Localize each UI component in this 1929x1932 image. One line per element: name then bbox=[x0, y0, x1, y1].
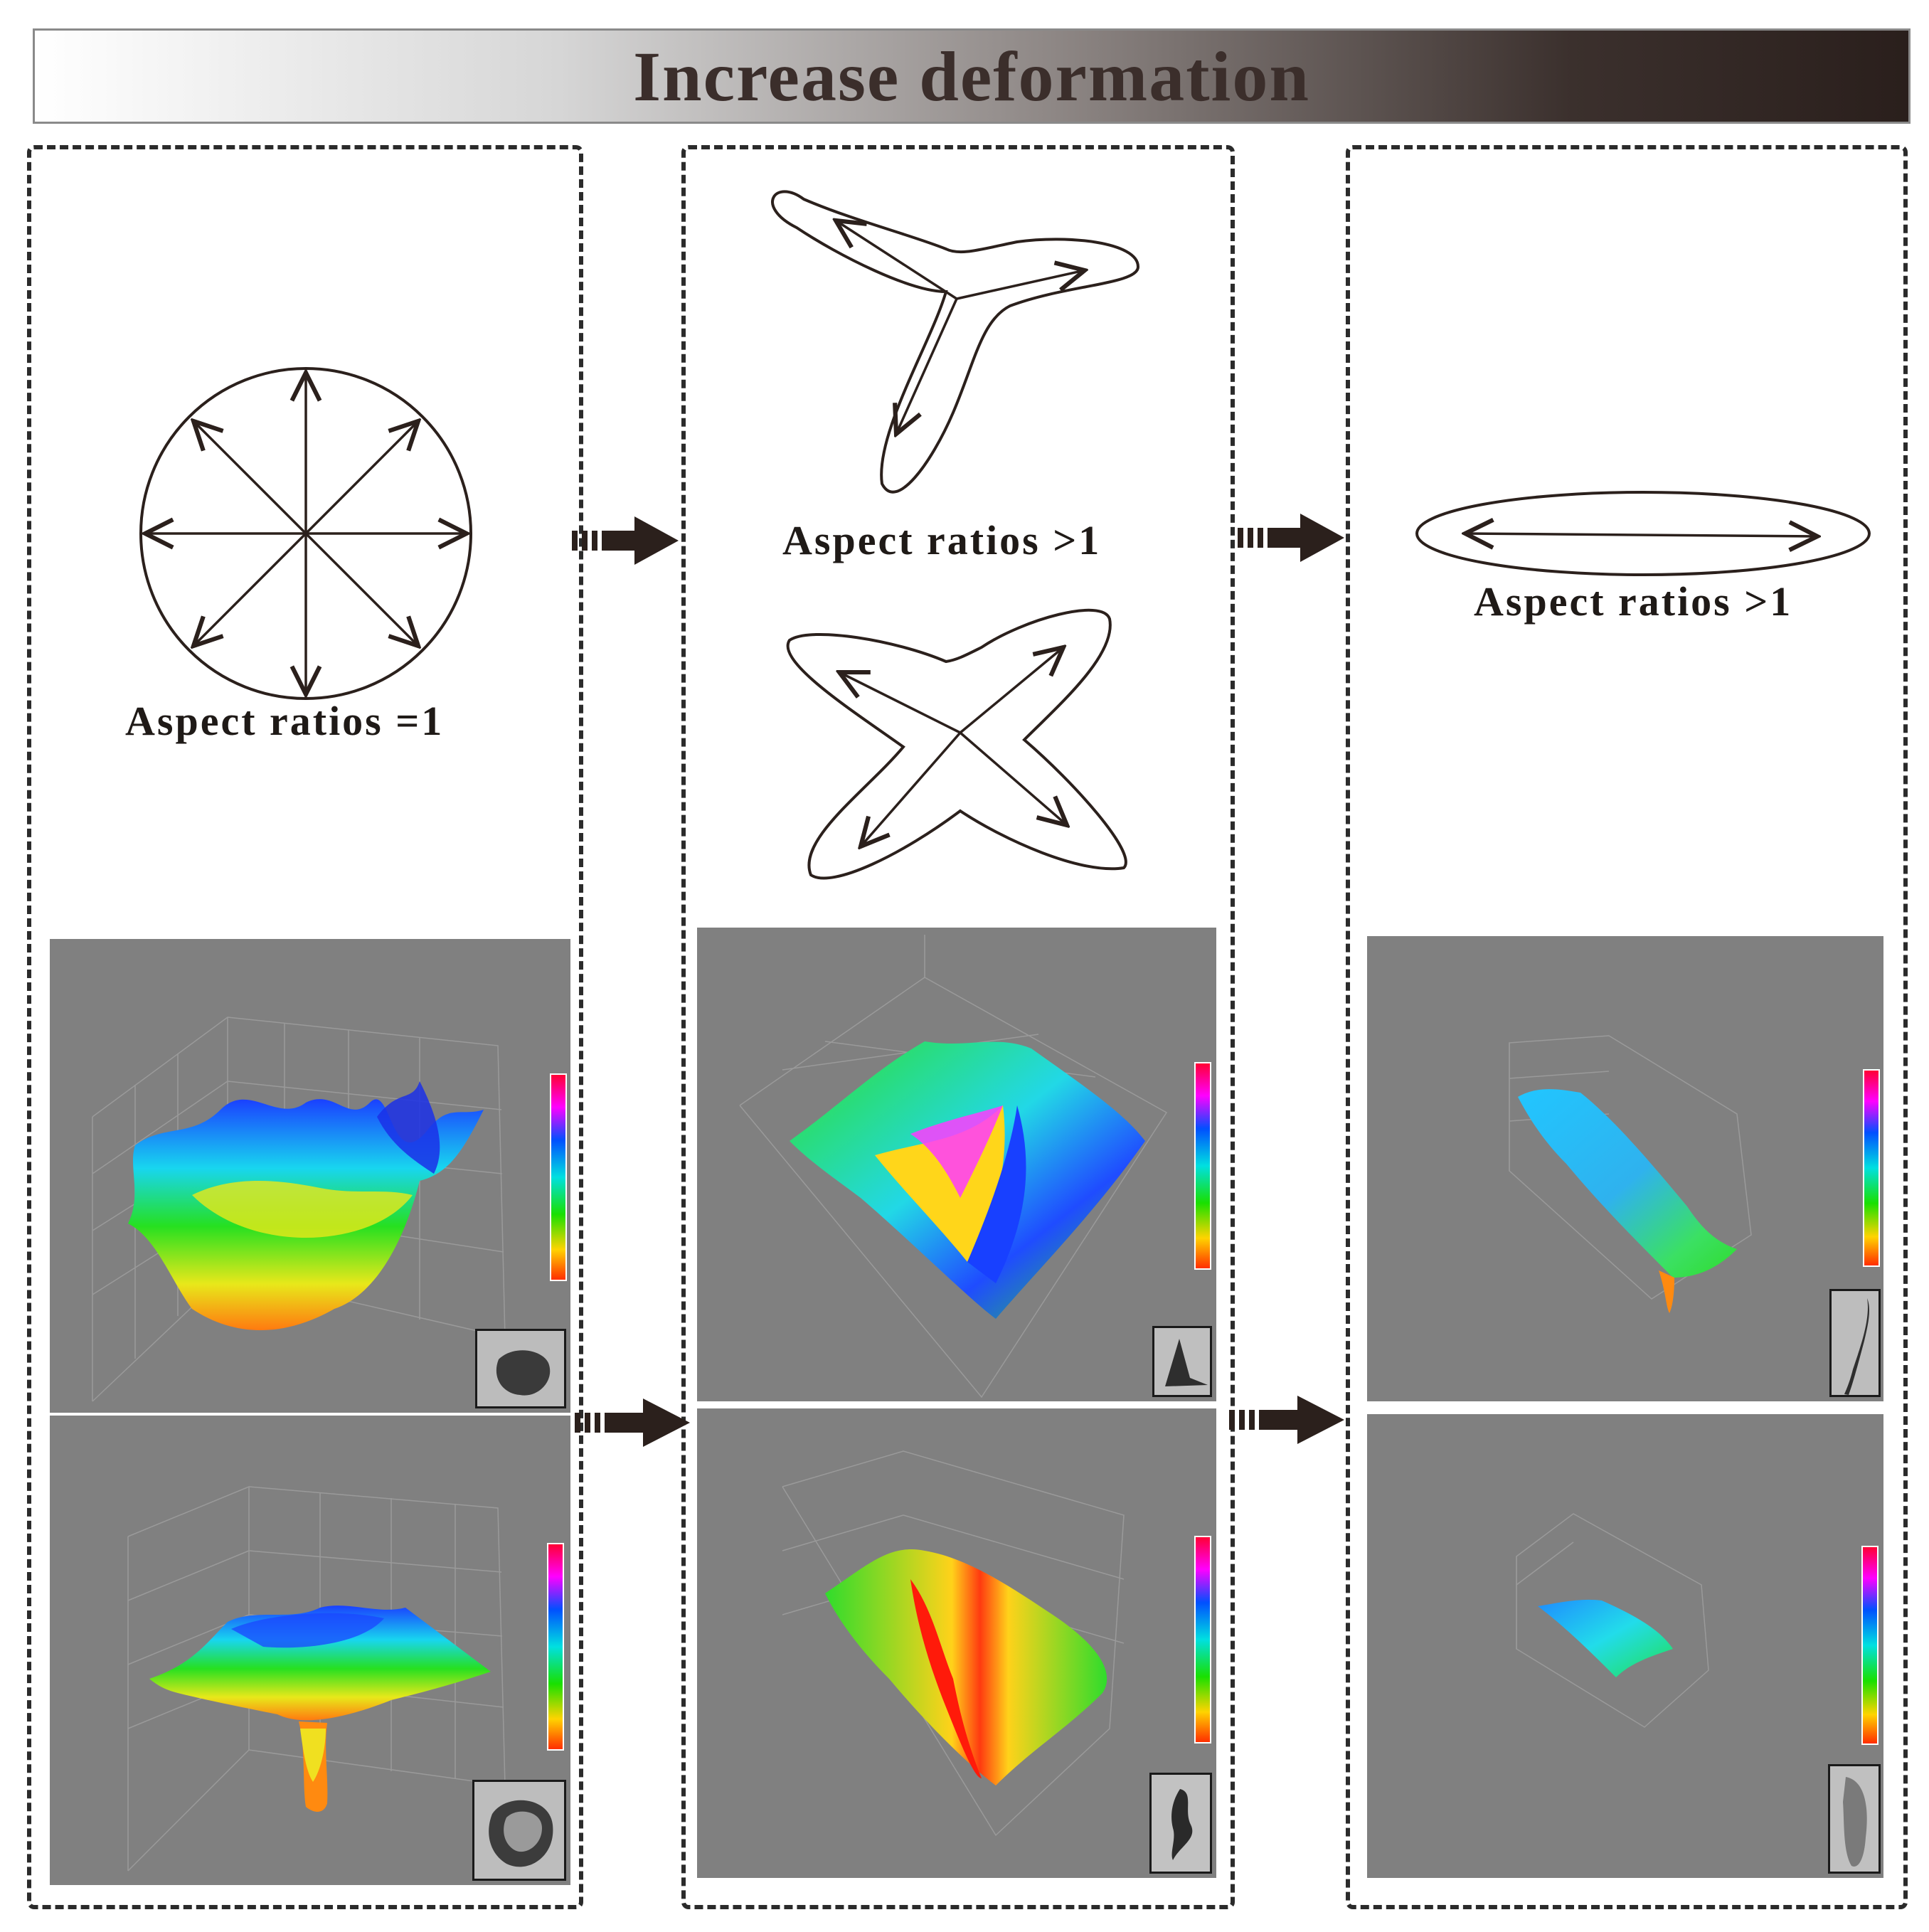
surface-plot-1-top bbox=[50, 939, 570, 1413]
caption-aspect-ratio-3: Aspect ratios >1 bbox=[1474, 578, 1793, 625]
surface-plot-2-top bbox=[697, 928, 1216, 1401]
flow-arrow-right-1 bbox=[572, 516, 679, 565]
surface-plot-1-bottom bbox=[50, 1416, 570, 1885]
surface-plot-2-bottom bbox=[697, 1408, 1216, 1878]
particle-thumbnail-1-bottom bbox=[472, 1780, 566, 1881]
column-2-frame bbox=[681, 145, 1235, 1909]
title-banner: Increase deformation bbox=[33, 28, 1911, 124]
caption-aspect-ratio-1: Aspect ratios =1 bbox=[125, 698, 445, 744]
particle-thumbnail-3-top bbox=[1829, 1289, 1881, 1397]
three-lobe-schematic bbox=[771, 190, 1140, 494]
four-lobe-schematic bbox=[786, 608, 1127, 880]
ellipse-schematic bbox=[1415, 491, 1871, 576]
caption-aspect-ratio-2a: Aspect ratios >1 bbox=[782, 517, 1102, 563]
particle-thumbnail-1-top bbox=[475, 1329, 566, 1408]
flow-arrow-right-2 bbox=[1238, 514, 1344, 562]
banner-title: Increase deformation bbox=[633, 36, 1310, 116]
flow-arrow-right-3 bbox=[575, 1398, 690, 1447]
particle-thumbnail-2-bottom bbox=[1149, 1773, 1212, 1874]
flow-arrow-right-4 bbox=[1229, 1396, 1344, 1444]
circle-schematic bbox=[139, 367, 472, 700]
particle-thumbnail-2-top bbox=[1152, 1326, 1212, 1397]
surface-plot-3-top bbox=[1367, 936, 1883, 1401]
particle-thumbnail-3-bottom bbox=[1828, 1764, 1881, 1874]
surface-plot-3-bottom bbox=[1367, 1414, 1883, 1878]
column-3-frame bbox=[1346, 145, 1908, 1909]
column-1-frame bbox=[27, 145, 583, 1909]
